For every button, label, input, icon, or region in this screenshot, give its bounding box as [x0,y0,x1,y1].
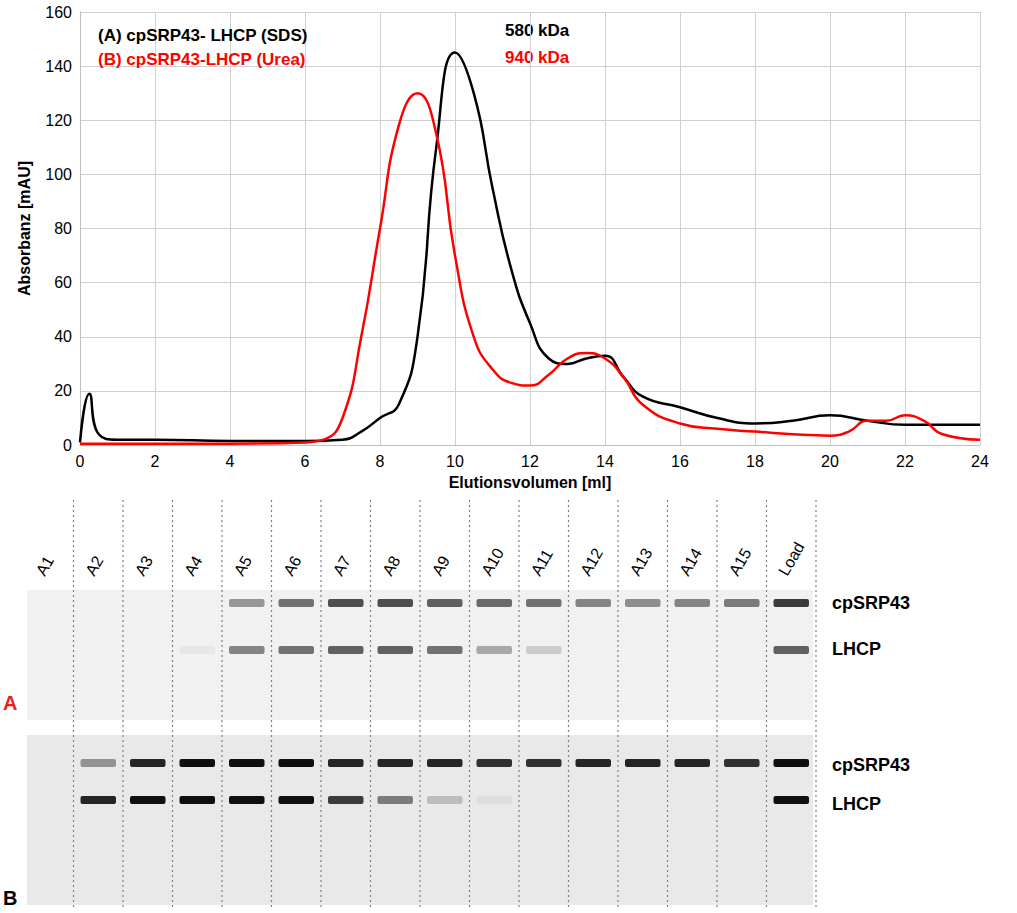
svg-text:580 kDa: 580 kDa [505,21,570,40]
svg-text:20: 20 [821,453,839,470]
svg-text:A14: A14 [676,545,705,578]
svg-text:cpSRP43: cpSRP43 [832,593,910,613]
svg-text:12: 12 [521,453,539,470]
svg-text:22: 22 [896,453,914,470]
svg-text:940 kDa: 940 kDa [505,48,570,67]
svg-text:A12: A12 [577,545,606,578]
svg-text:18: 18 [746,453,764,470]
svg-text:80: 80 [54,220,72,237]
svg-text:2: 2 [151,453,160,470]
svg-text:(A) cpSRP43- LHCP (SDS): (A) cpSRP43- LHCP (SDS) [98,26,307,45]
svg-text:A2: A2 [82,553,107,579]
svg-text:16: 16 [671,453,689,470]
svg-text:A7: A7 [330,553,355,579]
svg-text:A6: A6 [280,553,305,579]
svg-text:A9: A9 [429,553,454,579]
svg-text:160: 160 [45,4,72,21]
svg-text:cpSRP43: cpSRP43 [832,755,910,775]
svg-text:A4: A4 [181,553,206,579]
svg-text:A11: A11 [528,546,556,578]
svg-text:A: A [3,692,17,714]
svg-text:A5: A5 [231,553,256,579]
svg-text:14: 14 [596,453,614,470]
svg-text:24: 24 [971,453,989,470]
svg-text:4: 4 [226,453,235,470]
svg-text:100: 100 [45,166,72,183]
svg-text:140: 140 [45,58,72,75]
svg-text:A13: A13 [627,545,656,578]
svg-text:8: 8 [376,453,385,470]
svg-text:A1: A1 [33,553,58,579]
svg-text:20: 20 [54,382,72,399]
svg-text:B: B [3,887,17,909]
svg-text:0: 0 [76,453,85,470]
svg-text:LHCP: LHCP [832,639,881,659]
svg-text:60: 60 [54,274,72,291]
svg-text:0: 0 [63,437,72,454]
svg-text:10: 10 [446,453,464,470]
svg-text:A8: A8 [379,553,404,579]
svg-text:LHCP: LHCP [832,794,881,814]
svg-text:(B) cpSRP43-LHCP (Urea): (B) cpSRP43-LHCP (Urea) [98,50,306,69]
svg-text:Load: Load [775,539,808,578]
svg-text:Absorbanz [mAU]: Absorbanz [mAU] [16,161,33,296]
svg-text:Elutionsvolumen [ml]: Elutionsvolumen [ml] [449,474,612,491]
svg-text:120: 120 [45,112,72,129]
svg-text:A15: A15 [726,545,755,578]
svg-text:A3: A3 [132,553,157,579]
svg-text:40: 40 [54,328,72,345]
svg-text:6: 6 [301,453,310,470]
svg-text:A10: A10 [478,545,507,578]
